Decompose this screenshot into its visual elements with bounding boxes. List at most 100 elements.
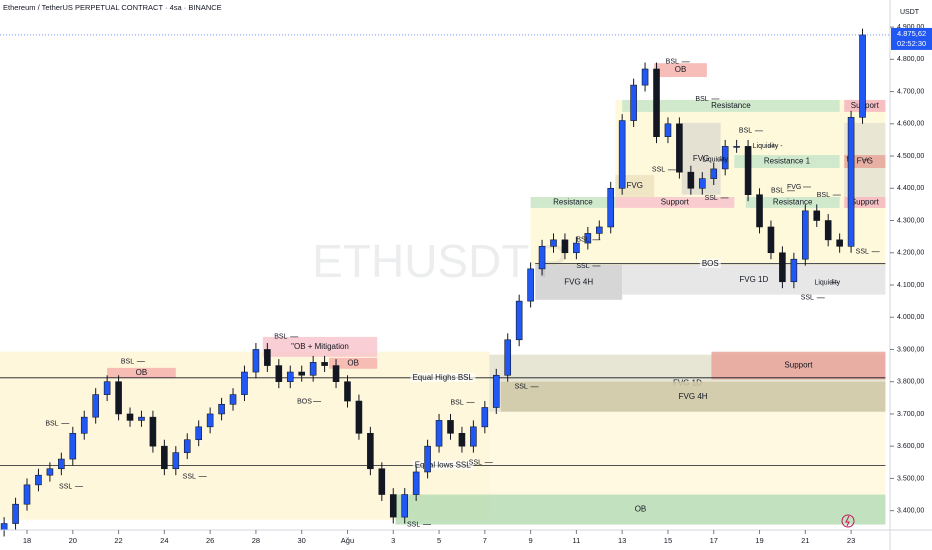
y-tick-label: 4.400,00 [897, 185, 924, 192]
zone-label: FVG 1D [739, 275, 768, 284]
candle-body [802, 210, 809, 260]
zone [654, 63, 707, 78]
candle-body [321, 362, 328, 366]
annotation: FVG [787, 184, 801, 191]
level-label-bg [410, 372, 476, 382]
y-tick-label: 3.400,00 [897, 508, 924, 515]
candle-body [103, 381, 111, 395]
axis-unit: USDT [900, 9, 920, 16]
candle-body [847, 117, 855, 247]
countdown: 02:52:30 [897, 39, 926, 48]
candle-body [241, 371, 248, 395]
annotation: BSL [45, 420, 58, 427]
x-tick-label: 28 [252, 536, 260, 545]
zone-label: OB [347, 358, 359, 367]
annotation: SSL [183, 473, 196, 480]
zone-label: OB [635, 505, 647, 514]
candle-body [80, 416, 88, 434]
annotation: f [847, 157, 849, 164]
candle-body [653, 68, 660, 137]
x-tick-label: 26 [206, 536, 214, 545]
chart-title: Ethereum / TetherUS PERPETUAL CONTRACT ·… [3, 3, 222, 12]
candle-body [676, 123, 683, 173]
candle-body [126, 413, 134, 421]
zone [622, 265, 886, 295]
x-tick-label: Ağu [341, 536, 354, 545]
candle-body [584, 233, 592, 244]
candle-body [573, 242, 580, 254]
zone [500, 381, 886, 412]
candle-body [836, 239, 843, 247]
candle-body [332, 365, 340, 383]
x-tick-label: 9 [529, 536, 533, 545]
zone-label: FVG [627, 181, 643, 190]
candle-body [607, 187, 615, 228]
zone-label: Resistance [553, 198, 593, 207]
y-tick-label: 3.800,00 [897, 379, 924, 386]
candle-body [286, 371, 294, 383]
candle-body [0, 523, 8, 531]
zone [734, 155, 840, 168]
candle-body [756, 194, 763, 228]
candle-body [515, 300, 523, 341]
candle-body [733, 146, 740, 148]
candle-body [58, 458, 65, 470]
candle-body [744, 146, 752, 196]
candle-body [470, 426, 477, 447]
zone [530, 196, 616, 208]
candle-body [687, 171, 695, 189]
zone [329, 357, 378, 369]
annotation: SSL [469, 459, 482, 466]
zone-label: Resistance 1 [764, 157, 811, 166]
candle-body [149, 416, 157, 447]
candle-body [92, 394, 99, 418]
candle-body [721, 146, 729, 170]
zone [844, 155, 886, 168]
y-tick-label: 3.900,00 [897, 346, 924, 353]
annotation: BSL [576, 237, 589, 244]
candle-body [264, 349, 271, 366]
candle-body [161, 445, 168, 470]
level-label: BOS [702, 259, 719, 268]
candle-body [664, 123, 672, 137]
level-label: Equal lows SSL [415, 461, 472, 470]
y-tick-label: 4.100,00 [897, 282, 924, 289]
annotation: SSL [705, 195, 718, 202]
x-tick-label: 18 [23, 536, 31, 545]
candle-body [859, 34, 866, 118]
y-tick-label: 3.500,00 [897, 475, 924, 482]
candle-body [367, 432, 374, 470]
candle-body [252, 349, 260, 373]
candle-body [504, 339, 512, 376]
candle-body [344, 381, 351, 402]
zone [262, 336, 378, 357]
candle-body [767, 226, 775, 254]
annotation: SSL [59, 483, 72, 490]
candle-body [813, 210, 821, 221]
alert-bolt [845, 515, 850, 527]
x-tick-label: 20 [69, 536, 77, 545]
y-tick-label: 4.200,00 [897, 250, 924, 257]
candle-body [183, 439, 191, 453]
candle-body [355, 400, 363, 434]
candle-body [195, 426, 202, 441]
annotation: Liquidity - [753, 143, 784, 150]
x-tick-label: 19 [755, 536, 763, 545]
candle-body [447, 420, 454, 434]
candle-body [538, 246, 546, 270]
candle-body [824, 220, 832, 241]
candle-body [435, 420, 443, 447]
x-tick-label: 13 [618, 536, 626, 545]
annotation: BSL [771, 188, 784, 195]
zone [489, 411, 886, 495]
candle-body [206, 413, 214, 428]
y-tick-label: 4.500,00 [897, 153, 924, 160]
candle-body [378, 468, 386, 495]
candle-body [389, 494, 397, 518]
y-tick-label: 4.600,00 [897, 121, 924, 128]
zone-label: OB [136, 368, 148, 377]
alert-icon[interactable] [841, 514, 855, 528]
annotation: SSL [407, 521, 420, 528]
candle-body [527, 268, 534, 302]
